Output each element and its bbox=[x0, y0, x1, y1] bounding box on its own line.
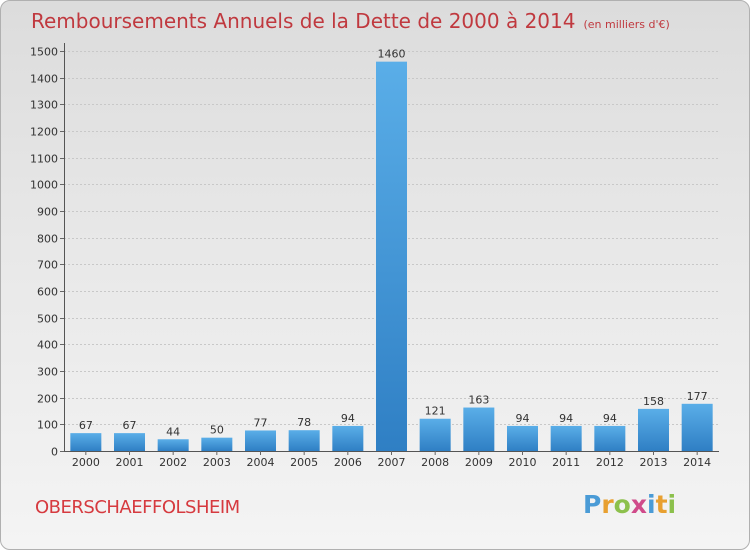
data-label: 94 bbox=[341, 412, 355, 425]
x-tick-label: 2008 bbox=[421, 456, 449, 469]
x-tick-label: 2012 bbox=[596, 456, 624, 469]
logo-letter: o bbox=[613, 490, 631, 519]
chart-title: Remboursements Annuels de la Dette de 20… bbox=[31, 9, 670, 33]
bar bbox=[419, 418, 451, 451]
x-tick-label: 2011 bbox=[552, 456, 580, 469]
y-tick-label: 0 bbox=[51, 446, 58, 459]
bar bbox=[332, 425, 364, 451]
bar bbox=[550, 425, 582, 451]
bar bbox=[594, 425, 626, 451]
data-label: 78 bbox=[297, 416, 311, 429]
data-label: 163 bbox=[468, 394, 489, 407]
y-tick-label: 100 bbox=[37, 419, 58, 432]
bar bbox=[463, 407, 495, 451]
y-tick-label: 1500 bbox=[30, 46, 58, 59]
bar bbox=[376, 61, 407, 452]
y-tick-label: 200 bbox=[37, 393, 58, 406]
x-tick-label: 2014 bbox=[683, 456, 711, 469]
bar bbox=[288, 430, 320, 451]
logo-letter: x bbox=[630, 490, 647, 519]
data-label: 1460 bbox=[378, 48, 406, 61]
logo-letter: i bbox=[647, 490, 656, 519]
y-tick-label: 700 bbox=[37, 259, 58, 272]
logo-letter: t bbox=[655, 490, 668, 519]
proxiti-logo: Proxiti bbox=[583, 490, 676, 519]
y-tick-label: 1100 bbox=[30, 153, 58, 166]
x-tick-label: 2002 bbox=[159, 456, 187, 469]
x-tick-label: 2005 bbox=[290, 456, 318, 469]
bar bbox=[70, 433, 102, 451]
y-tick-label: 800 bbox=[37, 233, 58, 246]
bar bbox=[507, 425, 538, 451]
data-label: 67 bbox=[123, 419, 137, 432]
bar bbox=[114, 433, 145, 451]
y-tick-label: 900 bbox=[37, 206, 58, 219]
logo-letter: P bbox=[583, 490, 602, 519]
data-label: 94 bbox=[603, 412, 617, 425]
x-tick-label: 2010 bbox=[509, 456, 537, 469]
data-label: 158 bbox=[643, 395, 664, 408]
data-label: 177 bbox=[687, 390, 708, 403]
bar bbox=[157, 439, 189, 451]
y-tick-label: 1300 bbox=[30, 99, 58, 112]
y-tick-label: 600 bbox=[37, 286, 58, 299]
y-tick-label: 300 bbox=[37, 366, 58, 379]
data-label: 94 bbox=[559, 412, 573, 425]
chart-title-text: Remboursements Annuels de la Dette de 20… bbox=[31, 9, 576, 33]
data-label: 77 bbox=[254, 416, 268, 429]
commune-name: OBERSCHAEFFOLSHEIM bbox=[35, 497, 240, 518]
bar bbox=[201, 437, 233, 451]
data-label: 94 bbox=[516, 412, 530, 425]
x-tick-label: 2004 bbox=[247, 456, 275, 469]
chart-unit-note: (en milliers d'€) bbox=[583, 18, 670, 31]
x-tick-label: 2000 bbox=[72, 456, 100, 469]
logo-letter: i bbox=[667, 490, 677, 519]
bar bbox=[638, 408, 669, 451]
y-tick-label: 1200 bbox=[30, 126, 58, 139]
bar bbox=[245, 430, 276, 451]
x-tick-label: 2013 bbox=[640, 456, 668, 469]
data-label: 44 bbox=[166, 425, 180, 438]
x-tick-label: 2003 bbox=[203, 456, 231, 469]
x-tick-label: 2001 bbox=[116, 456, 144, 469]
y-tick-label: 500 bbox=[37, 313, 58, 326]
x-tick-label: 2006 bbox=[334, 456, 362, 469]
bar bbox=[681, 403, 713, 451]
x-tick-label: 2009 bbox=[465, 456, 493, 469]
x-tick-label: 2007 bbox=[378, 456, 406, 469]
y-tick-label: 1000 bbox=[30, 179, 58, 192]
y-tick-label: 400 bbox=[37, 339, 58, 352]
data-label: 50 bbox=[210, 424, 224, 437]
data-label: 67 bbox=[79, 419, 93, 432]
logo-letter: r bbox=[601, 490, 614, 519]
data-label: 121 bbox=[425, 405, 446, 418]
y-tick-label: 1400 bbox=[30, 73, 58, 86]
